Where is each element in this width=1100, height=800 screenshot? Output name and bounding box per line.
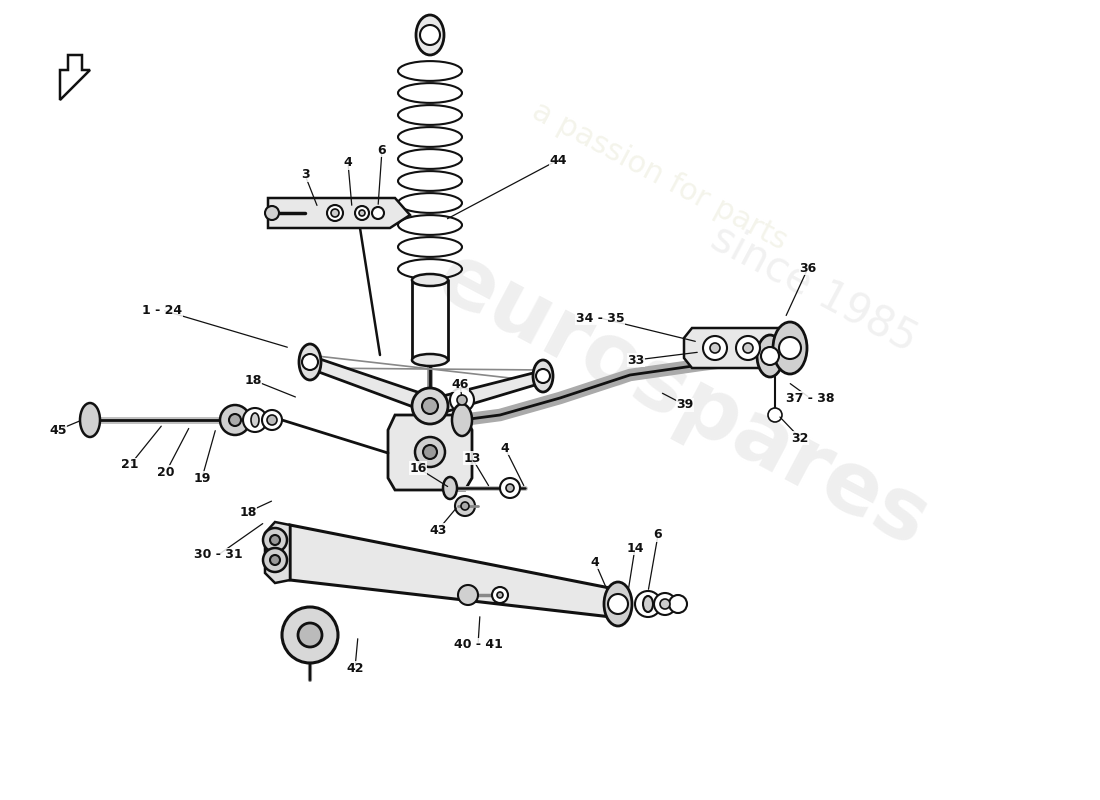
Text: since 1985: since 1985 <box>704 216 924 360</box>
Circle shape <box>456 395 468 405</box>
Ellipse shape <box>452 404 472 436</box>
Text: 6: 6 <box>653 529 662 542</box>
Circle shape <box>492 587 508 603</box>
Ellipse shape <box>251 413 258 427</box>
Ellipse shape <box>443 477 456 499</box>
Text: 18: 18 <box>244 374 262 386</box>
Circle shape <box>331 209 339 217</box>
Circle shape <box>536 369 550 383</box>
Circle shape <box>359 210 365 216</box>
Text: 4: 4 <box>591 555 600 569</box>
Circle shape <box>229 414 241 426</box>
Circle shape <box>761 347 779 365</box>
Circle shape <box>263 548 287 572</box>
Circle shape <box>608 594 628 614</box>
Circle shape <box>220 405 250 435</box>
Text: 37 - 38: 37 - 38 <box>785 391 834 405</box>
Polygon shape <box>290 525 620 618</box>
Ellipse shape <box>757 335 783 377</box>
Circle shape <box>450 388 474 412</box>
Circle shape <box>270 535 280 545</box>
Circle shape <box>372 207 384 219</box>
Circle shape <box>327 205 343 221</box>
Ellipse shape <box>412 354 448 366</box>
Polygon shape <box>268 198 410 228</box>
Text: 33: 33 <box>627 354 645 366</box>
Circle shape <box>263 528 287 552</box>
Text: 36: 36 <box>800 262 816 274</box>
Polygon shape <box>308 355 544 415</box>
Polygon shape <box>388 415 472 490</box>
Text: 32: 32 <box>791 431 808 445</box>
Text: 16: 16 <box>409 462 427 474</box>
Circle shape <box>779 337 801 359</box>
Ellipse shape <box>299 344 321 380</box>
Polygon shape <box>60 55 90 100</box>
Polygon shape <box>265 522 290 583</box>
Text: 14: 14 <box>626 542 644 554</box>
Circle shape <box>497 592 503 598</box>
Circle shape <box>736 336 760 360</box>
Circle shape <box>660 599 670 609</box>
Text: eurospares: eurospares <box>422 235 942 565</box>
Ellipse shape <box>416 15 444 55</box>
Circle shape <box>461 502 469 510</box>
Text: 45: 45 <box>50 423 67 437</box>
Ellipse shape <box>773 322 807 374</box>
Circle shape <box>415 437 446 467</box>
Circle shape <box>282 607 338 663</box>
Text: 1 - 24: 1 - 24 <box>142 303 183 317</box>
Text: 39: 39 <box>676 398 694 411</box>
Text: 6: 6 <box>377 143 386 157</box>
Circle shape <box>506 484 514 492</box>
Circle shape <box>654 593 676 615</box>
Text: 44: 44 <box>549 154 566 166</box>
Circle shape <box>500 478 520 498</box>
Circle shape <box>635 591 661 617</box>
Ellipse shape <box>412 274 448 286</box>
Text: 13: 13 <box>463 451 481 465</box>
Circle shape <box>270 555 280 565</box>
Circle shape <box>355 206 368 220</box>
Text: 20: 20 <box>157 466 175 478</box>
Circle shape <box>265 206 279 220</box>
Text: 46: 46 <box>451 378 469 391</box>
Circle shape <box>422 398 438 414</box>
Polygon shape <box>684 328 788 368</box>
Circle shape <box>424 445 437 459</box>
Text: a passion for parts: a passion for parts <box>528 96 792 256</box>
Text: 3: 3 <box>300 169 309 182</box>
Text: 18: 18 <box>240 506 256 518</box>
Circle shape <box>742 343 754 353</box>
Text: 4: 4 <box>500 442 509 454</box>
Circle shape <box>243 408 267 432</box>
Text: 30 - 31: 30 - 31 <box>194 549 242 562</box>
Ellipse shape <box>80 403 100 437</box>
Circle shape <box>768 408 782 422</box>
Circle shape <box>420 25 440 45</box>
Circle shape <box>412 388 448 424</box>
Text: 43: 43 <box>429 523 447 537</box>
Ellipse shape <box>604 582 632 626</box>
Circle shape <box>669 595 688 613</box>
Text: 19: 19 <box>194 471 211 485</box>
Circle shape <box>267 415 277 425</box>
Ellipse shape <box>534 360 553 392</box>
Ellipse shape <box>644 596 653 612</box>
Circle shape <box>455 496 475 516</box>
Text: 4: 4 <box>343 157 352 170</box>
Circle shape <box>262 410 282 430</box>
Text: 40 - 41: 40 - 41 <box>453 638 503 651</box>
Text: 42: 42 <box>346 662 364 674</box>
Circle shape <box>458 585 478 605</box>
Circle shape <box>298 623 322 647</box>
Circle shape <box>703 336 727 360</box>
Circle shape <box>302 354 318 370</box>
Text: 34 - 35: 34 - 35 <box>575 311 625 325</box>
Text: 21: 21 <box>121 458 139 471</box>
Circle shape <box>710 343 720 353</box>
